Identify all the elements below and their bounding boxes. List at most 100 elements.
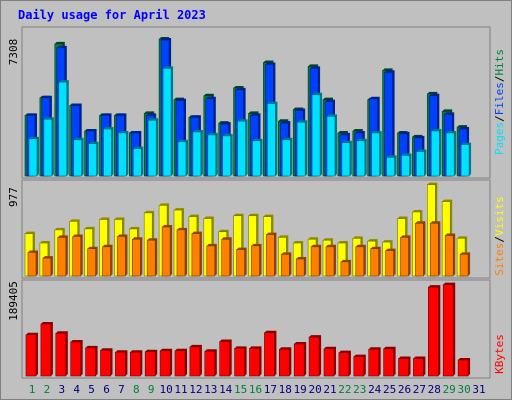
- bar-kbytes-day-10: [159, 350, 171, 377]
- bar-pages-day-8: [133, 148, 142, 177]
- bar-pages-day-19: [296, 121, 306, 177]
- bar-kbytes-day-5: [85, 347, 96, 377]
- bar-pages-day-3: [58, 81, 68, 177]
- x-label-day-3: 3: [58, 383, 65, 396]
- bars-kbytes: [25, 282, 471, 377]
- x-label-day-18: 18: [279, 383, 292, 396]
- bar-kbytes-day-30: [457, 359, 469, 377]
- bar-pages-day-29: [445, 132, 455, 177]
- bar-pages-day-25: [386, 157, 395, 177]
- bar-sites-day-23: [355, 246, 365, 277]
- x-label-day-11: 11: [174, 383, 187, 396]
- x-label-day-9: 9: [148, 383, 155, 396]
- bar-pages-day-23: [356, 140, 366, 177]
- x-label-day-28: 28: [428, 383, 441, 396]
- bar-kbytes-day-14: [219, 341, 230, 377]
- bar-kbytes-day-24: [368, 348, 380, 377]
- x-label-day-19: 19: [294, 383, 307, 396]
- bar-pages-day-7: [118, 132, 127, 177]
- bar-pages-day-21: [326, 116, 336, 177]
- x-label-day-29: 29: [443, 383, 456, 396]
- bar-sites-day-7: [117, 236, 126, 277]
- bar-pages-day-12: [192, 131, 202, 177]
- x-label-day-5: 5: [88, 383, 95, 396]
- x-label-day-23: 23: [353, 383, 366, 396]
- bar-kbytes-day-18: [278, 348, 290, 377]
- bar-kbytes-day-29: [442, 284, 454, 377]
- bars-hits-files-pages: [24, 37, 472, 177]
- bar-pages-day-16: [252, 140, 261, 177]
- bar-kbytes-day-23: [353, 356, 365, 377]
- bar-sites-day-27: [415, 222, 424, 277]
- bar-sites-day-13: [206, 245, 216, 277]
- bar-sites-day-19: [295, 258, 305, 277]
- bar-pages-day-14: [222, 135, 231, 177]
- bar-sites-day-17: [266, 234, 275, 277]
- x-label-day-12: 12: [189, 383, 202, 396]
- bar-sites-day-16: [251, 245, 260, 277]
- legend-hits: Hits: [493, 49, 506, 76]
- legend-sites: Sites: [493, 243, 506, 276]
- bar-kbytes-day-26: [398, 358, 409, 377]
- bar-sites-day-20: [310, 246, 320, 277]
- bar-kbytes-day-4: [70, 341, 81, 377]
- bar-sites-day-30: [459, 254, 469, 277]
- bar-kbytes-day-27: [413, 358, 424, 377]
- bar-pages-day-9: [147, 119, 157, 177]
- bar-pages-day-11: [177, 141, 187, 177]
- x-label-day-13: 13: [204, 383, 217, 396]
- bar-sites-day-18: [280, 254, 290, 277]
- bar-kbytes-day-13: [204, 350, 216, 377]
- bar-sites-day-12: [191, 233, 201, 277]
- bar-kbytes-day-22: [338, 352, 350, 377]
- x-label-day-6: 6: [103, 383, 110, 396]
- bar-kbytes-day-25: [383, 348, 394, 377]
- legend-bottom: KBytes: [493, 334, 506, 374]
- x-label-day-30: 30: [457, 383, 470, 396]
- bar-pages-day-20: [311, 94, 321, 177]
- x-label-day-8: 8: [133, 383, 140, 396]
- x-label-day-4: 4: [73, 383, 80, 396]
- bar-kbytes-day-3: [55, 332, 67, 377]
- bar-kbytes-day-2: [40, 323, 52, 377]
- legend-kbytes: KBytes: [493, 334, 506, 374]
- bar-kbytes-day-9: [144, 351, 156, 377]
- legend-files: Files: [493, 82, 506, 115]
- bar-pages-day-27: [416, 151, 425, 177]
- bar-kbytes-day-21: [323, 348, 335, 377]
- ymax-label-kbytes: 189405: [7, 281, 20, 321]
- x-label-day-22: 22: [338, 383, 351, 396]
- bar-pages-day-10: [162, 68, 172, 177]
- bar-kbytes-day-11: [174, 350, 186, 377]
- bar-pages-day-30: [460, 144, 470, 177]
- bar-kbytes-day-20: [308, 336, 320, 377]
- bar-sites-day-24: [370, 248, 380, 277]
- bar-pages-day-17: [267, 103, 276, 177]
- legend-visits: Visits: [493, 196, 506, 236]
- ymax-label-hits: 7308: [7, 39, 20, 66]
- bar-sites-day-29: [444, 235, 454, 277]
- bar-sites-day-14: [221, 238, 230, 277]
- bar-pages-day-6: [103, 128, 112, 177]
- bar-pages-day-1: [28, 138, 38, 177]
- bar-sites-day-5: [87, 248, 96, 277]
- bar-kbytes-day-17: [264, 332, 275, 377]
- bar-kbytes-day-12: [189, 346, 201, 377]
- x-label-day-7: 7: [118, 383, 125, 396]
- bar-pages-day-4: [73, 139, 82, 177]
- x-label-day-31: 31: [472, 383, 485, 396]
- bar-sites-day-1: [27, 252, 37, 277]
- bar-sites-day-15: [236, 249, 245, 277]
- bar-sites-day-6: [102, 246, 111, 277]
- bars-visits-sites: [24, 182, 471, 277]
- bar-sites-day-11: [176, 229, 186, 277]
- bar-kbytes-day-8: [130, 351, 141, 377]
- legend-middle: Sites/Visits: [493, 196, 506, 276]
- bar-kbytes-day-6: [100, 349, 111, 377]
- chart-title: Daily usage for April 2023: [18, 8, 206, 22]
- bar-sites-day-4: [72, 236, 81, 277]
- bar-pages-day-28: [430, 130, 440, 177]
- bar-sites-day-21: [325, 246, 335, 277]
- bar-pages-day-22: [341, 142, 351, 177]
- x-label-day-14: 14: [219, 383, 233, 396]
